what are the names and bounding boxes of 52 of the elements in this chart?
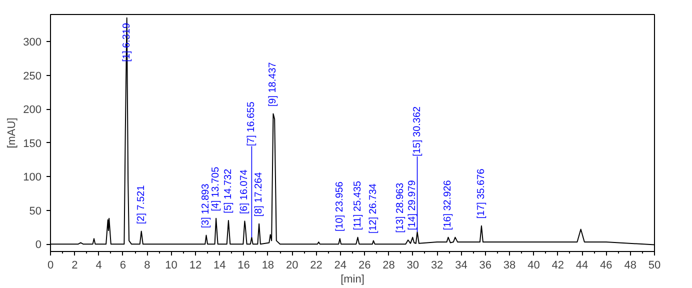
y-tick-label: 100 bbox=[23, 172, 42, 184]
x-tick-label: 12 bbox=[189, 260, 202, 272]
x-tick-label: 18 bbox=[262, 260, 274, 272]
x-tick-label: 4 bbox=[96, 260, 102, 272]
x-tick-label: 22 bbox=[310, 260, 322, 272]
annotation: [3] 12.893 bbox=[200, 183, 212, 228]
annotation: [15] 30.362 bbox=[412, 106, 423, 156]
y-tick-label: 200 bbox=[23, 104, 42, 116]
y-tick-label: 300 bbox=[23, 36, 42, 49]
x-tick-label: 6 bbox=[120, 260, 126, 272]
annotation: [10] 23.956 bbox=[334, 181, 346, 232]
y-tick-label: 50 bbox=[29, 205, 42, 218]
y-tick-label: 150 bbox=[23, 138, 42, 150]
annotation: [11] 25.435 bbox=[352, 180, 364, 230]
x-tick-label: 42 bbox=[552, 260, 564, 272]
annotation: [8] 17.264 bbox=[254, 172, 265, 217]
annotation: [1] 6.319 bbox=[121, 22, 132, 62]
y-tick-label: 250 bbox=[23, 70, 42, 82]
x-tick-label: 20 bbox=[286, 260, 298, 272]
x-tick-label: 2 bbox=[72, 260, 78, 272]
x-tick-label: 10 bbox=[165, 260, 178, 272]
x-tick-label: 26 bbox=[358, 260, 371, 272]
annotation: [6] 16.074 bbox=[239, 169, 250, 214]
annotation: [7] 16.655 bbox=[246, 101, 258, 146]
x-tick-label: 50 bbox=[648, 260, 661, 272]
x-tick-label: 40 bbox=[528, 260, 540, 272]
x-tick-label: 16 bbox=[238, 260, 250, 272]
x-tick-label: 28 bbox=[382, 260, 395, 272]
x-tick-label: 34 bbox=[455, 260, 468, 272]
x-tick-label: 32 bbox=[430, 260, 444, 272]
x-tick-label: 30 bbox=[406, 260, 420, 272]
x-tick-label: 44 bbox=[576, 260, 588, 272]
x-tick-label: 36 bbox=[479, 260, 492, 272]
annotation: [2] 7.521 bbox=[136, 184, 147, 224]
x-tick-label: 0 bbox=[47, 260, 54, 272]
annotation: [9] 18.437 bbox=[268, 62, 279, 107]
annotation: [5] 14.732 bbox=[222, 168, 234, 214]
annotation: [14] 29.979 bbox=[407, 180, 418, 230]
x-axis-title: [min] bbox=[340, 274, 364, 286]
x-tick-label: 46 bbox=[600, 260, 612, 272]
annotation: [13] 28.963 bbox=[394, 182, 406, 233]
annotation: [16] 32.926 bbox=[442, 180, 454, 230]
x-tick-label: 48 bbox=[624, 260, 636, 272]
x-tick-label: 24 bbox=[334, 260, 347, 272]
x-tick-label: 38 bbox=[503, 260, 516, 272]
x-tick-label: 8 bbox=[144, 260, 150, 272]
y-axis-title: [mAU] bbox=[6, 118, 18, 148]
y-tick-label: 0 bbox=[35, 239, 42, 252]
annotation: [4] 13.705 bbox=[210, 166, 222, 212]
annotation: [12] 26.734 bbox=[368, 183, 379, 234]
annotation: [17] 35.676 bbox=[476, 168, 487, 219]
x-tick-label: 14 bbox=[214, 260, 226, 272]
